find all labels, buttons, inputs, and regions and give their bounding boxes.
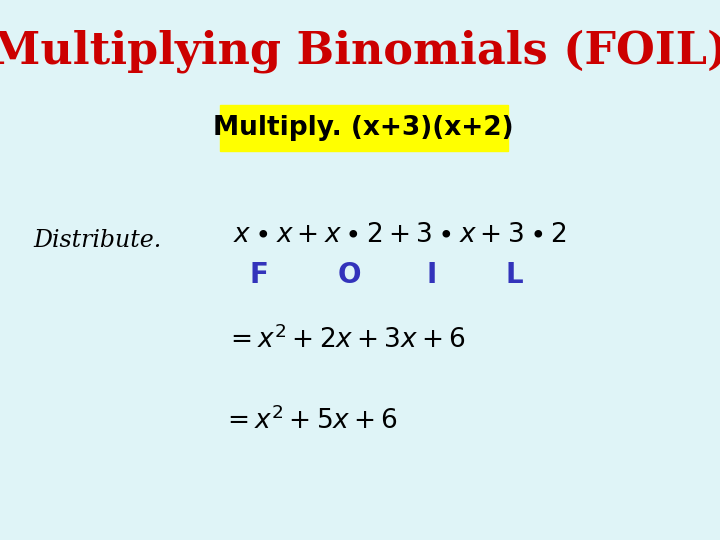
Text: $= x^2 + 2x + 3x + 6$: $= x^2 + 2x + 3x + 6$ [225,326,466,354]
Text: O: O [338,261,361,289]
FancyBboxPatch shape [220,105,508,151]
Text: F: F [250,261,269,289]
Text: L: L [506,261,523,289]
Text: $x \bullet x + x \bullet 2 + 3 \bullet x + 3 \bullet 2$: $x \bullet x + x \bullet 2 + 3 \bullet x… [233,222,567,248]
Text: Multiplying Binomials (FOIL): Multiplying Binomials (FOIL) [0,30,720,73]
Text: Multiply. (x+3)(x+2): Multiply. (x+3)(x+2) [213,115,514,141]
Text: Distribute.: Distribute. [33,229,161,252]
Text: $= x^2 + 5x + 6$: $= x^2 + 5x + 6$ [222,407,397,435]
Text: I: I [427,261,437,289]
